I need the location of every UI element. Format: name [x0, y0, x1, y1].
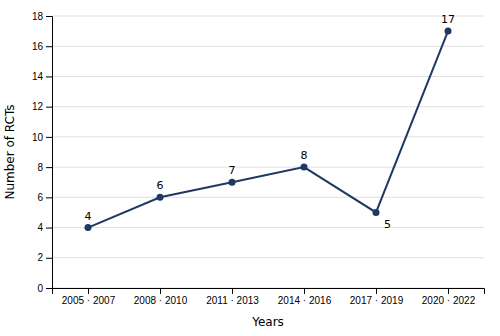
y-tick: 2: [37, 252, 52, 263]
point: [157, 194, 164, 201]
grid-line: [52, 227, 484, 228]
x-tick: 2020 · 2022: [422, 288, 476, 306]
grid-line: [52, 197, 484, 198]
x-axis: 2005 · 2007 2008 · 2010 2011 · 2013 2014 · …: [53, 288, 485, 306]
y-tick: 4: [37, 222, 52, 233]
point: [85, 224, 92, 231]
x-tick: 2014 · 2016: [278, 288, 332, 306]
y-tick-label: 6: [37, 192, 43, 203]
line: [88, 31, 448, 227]
data-labels: 4 6 7 8 5 17: [85, 13, 456, 231]
y-tick-label: 14: [32, 71, 44, 82]
x-tick-mark: [88, 288, 89, 294]
x-tick-mark: [376, 288, 377, 294]
y-tick: 0: [37, 283, 52, 294]
point: [229, 179, 236, 186]
x-axis-line: [53, 289, 485, 295]
data-label: 17: [441, 13, 455, 26]
y-tick-label: 4: [37, 222, 43, 233]
y-tick-mark: [46, 46, 52, 47]
y-tick-label: 12: [32, 101, 44, 112]
grid-line: [52, 257, 484, 258]
y-tick-label: 2: [37, 252, 43, 263]
data-label: 8: [301, 149, 308, 162]
grid-line: [52, 16, 484, 17]
y-tick-label: 18: [32, 11, 44, 22]
point: [301, 164, 308, 171]
y-axis-line: [46, 17, 53, 289]
y-tick-label: 10: [32, 132, 44, 143]
x-tick-mark: [448, 288, 449, 294]
x-tick-label: 2017 · 2019: [350, 295, 404, 306]
x-tick-label: 2011 · 2013: [206, 295, 259, 306]
grid-line: [52, 167, 484, 168]
y-tick-mark: [46, 288, 52, 289]
x-tick: 2005 · 2007: [62, 288, 116, 306]
grid: [52, 16, 484, 288]
x-tick: 2017 · 2019: [350, 288, 404, 306]
grid-line: [52, 136, 484, 137]
x-tick: 2011 · 2013: [206, 288, 259, 306]
y-tick-mark: [46, 107, 52, 108]
x-tick-label: 2005 · 2007: [62, 295, 116, 306]
y-tick-label: 16: [32, 41, 44, 52]
y-tick-label: 0: [37, 283, 43, 294]
data-label: 4: [85, 210, 92, 223]
y-tick-mark: [46, 167, 52, 168]
x-tick-mark: [232, 288, 233, 294]
y-tick-mark: [46, 258, 52, 259]
y-tick: 8: [37, 162, 52, 173]
y-tick-mark: [46, 76, 52, 77]
data-label: 5: [384, 218, 391, 231]
grid-line: [52, 76, 484, 77]
x-tick-mark: [160, 288, 161, 294]
chart: 0 2 4 6 8 10 12 14 16 18 2005 · 2007 2008 · 2010 201…: [0, 0, 500, 336]
marks: [85, 28, 452, 231]
y-tick: 14: [32, 71, 52, 82]
y-tick-mark: [46, 228, 52, 229]
point: [445, 28, 452, 35]
y-tick: 6: [37, 192, 52, 203]
x-tick-label: 2008 · 2010: [134, 295, 188, 306]
x-tick-label: 2020 · 2022: [422, 295, 476, 306]
y-tick-mark: [46, 16, 52, 17]
y-tick: 16: [32, 41, 52, 52]
y-tick: 18: [32, 11, 52, 22]
point: [373, 209, 380, 216]
x-tick-mark: [304, 288, 305, 294]
x-axis-title: Years: [251, 315, 284, 329]
grid-line: [52, 46, 484, 47]
y-tick-label: 8: [37, 162, 43, 173]
y-tick: 10: [32, 132, 52, 143]
y-tick: 12: [32, 101, 52, 112]
y-tick-mark: [46, 197, 52, 198]
y-axis-title: Number of RCTs: [3, 104, 17, 199]
data-label: 7: [229, 164, 236, 177]
y-tick-mark: [46, 137, 52, 138]
y-axis: 0 2 4 6 8 10 12 14 16 18: [32, 11, 53, 294]
plot: 0 2 4 6 8 10 12 14 16 18 2005 · 2007 2008 · 2010 201…: [32, 11, 485, 306]
x-tick: 2008 · 2010: [134, 288, 188, 306]
x-tick-label: 2014 · 2016: [278, 295, 332, 306]
data-label: 6: [157, 179, 164, 192]
